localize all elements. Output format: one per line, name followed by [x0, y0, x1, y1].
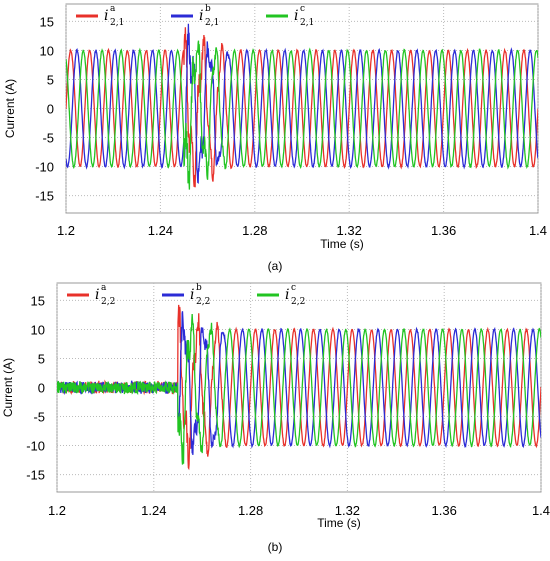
- x-tick-label: 1.28: [238, 503, 263, 518]
- y-axis-label: Current (A): [3, 79, 17, 138]
- figure-caption: (b): [268, 540, 283, 554]
- x-tick-label: 1.2: [48, 503, 66, 518]
- series-line-a: [66, 27, 538, 188]
- x-tick-label: 1.32: [335, 503, 360, 518]
- x-tick-label: 1.24: [141, 503, 166, 518]
- x-axis-label: Time (s): [320, 237, 364, 251]
- legend-superscript-a: a: [110, 4, 116, 14]
- y-tick-label: 10: [31, 322, 45, 337]
- x-tick-label: 1.36: [432, 503, 457, 518]
- legend-subscript-a: 2,2: [101, 297, 115, 307]
- legend-subscript-c: 2,1: [300, 18, 314, 28]
- legend-label-b: i: [199, 8, 203, 24]
- legend-label-a: i: [95, 287, 99, 303]
- x-tick-label: 1.4: [529, 223, 547, 238]
- series-line-c: [57, 313, 541, 465]
- x-tick-label: 1.36: [431, 223, 456, 238]
- legend-superscript-c: c: [300, 4, 305, 14]
- x-tick-label: 1.4: [532, 503, 550, 518]
- legend-superscript-b: b: [196, 283, 202, 293]
- legend-subscript-a: 2,1: [110, 18, 124, 28]
- y-tick-label: 0: [38, 381, 45, 396]
- legend-label-a: i: [104, 8, 108, 24]
- y-tick-label: 5: [38, 351, 45, 366]
- x-tick-label: 1.24: [148, 223, 173, 238]
- y-tick-label: -15: [26, 468, 45, 483]
- legend-subscript-c: 2,2: [291, 297, 305, 307]
- chart-panel-1: 1.2 1.24 1.28 1.32 1.36 1.4 15 10 5 0 -5 -10 -15 Time…: [3, 3, 547, 273]
- y-tick-label: 0: [47, 102, 54, 117]
- series-line-c: [66, 40, 538, 190]
- x-tick-label: 1.32: [337, 223, 362, 238]
- legend-subscript-b: 2,2: [196, 297, 210, 307]
- series-group: [57, 304, 541, 471]
- legend-superscript-c: c: [291, 283, 296, 293]
- x-tick-label: 1.2: [57, 223, 75, 238]
- y-tick-label: -15: [35, 189, 54, 204]
- y-tick-label: -10: [35, 160, 54, 175]
- series-line-b: [66, 23, 538, 184]
- legend-superscript-a: a: [101, 283, 107, 293]
- y-tick-label: 5: [47, 72, 54, 87]
- legend-label-c: i: [294, 8, 298, 24]
- chart-panel-2: 1.2 1.24 1.28 1.32 1.36 1.4 15 10 5 0 -5 -10 -15 Time…: [1, 282, 550, 554]
- figure-caption: (a): [268, 259, 283, 273]
- series-group: [66, 23, 538, 190]
- y-tick-label: 10: [40, 43, 54, 58]
- y-tick-label: -5: [33, 410, 45, 425]
- legend-label-b: i: [190, 287, 194, 303]
- y-tick-label: 15: [40, 14, 54, 29]
- y-tick-label: 15: [31, 293, 45, 308]
- legend-label-c: i: [285, 287, 289, 303]
- legend-subscript-b: 2,1: [205, 18, 219, 28]
- legend-superscript-b: b: [205, 4, 211, 14]
- y-axis-label: Current (A): [1, 358, 15, 417]
- x-axis-label: Time (s): [317, 516, 361, 530]
- y-tick-label: -5: [42, 131, 54, 146]
- y-tick-label: -10: [26, 439, 45, 454]
- x-tick-label: 1.28: [242, 223, 267, 238]
